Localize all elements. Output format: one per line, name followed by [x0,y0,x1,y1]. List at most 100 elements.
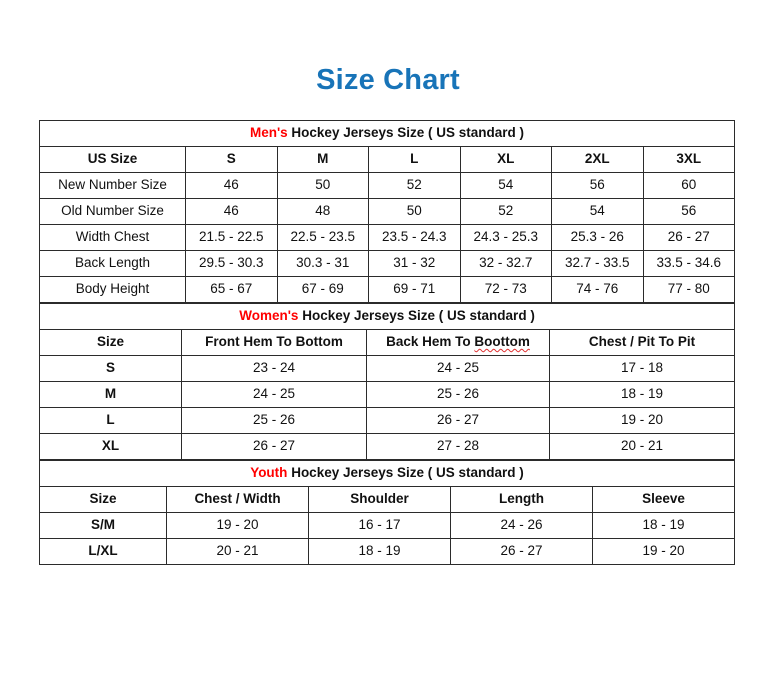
mens-header-cell-5: 2XL [551,146,644,173]
mens-row-0-cell-5: 60 [642,172,735,199]
table-row: L/XL 20 - 21 18 - 19 26 - 27 19 - 20 [39,538,735,565]
table-row: Old Number Size 46 48 50 52 54 56 [39,198,735,225]
youth-header-cell-0: Size [39,486,167,513]
mens-row-1-cell-1: 48 [276,198,369,225]
mens-row-3-cell-1: 30.3 - 31 [276,250,369,277]
table-row: Back Length 29.5 - 30.3 30.3 - 31 31 - 3… [39,250,735,277]
youth-row-0-cell-2: 24 - 26 [450,512,593,539]
youth-row-1-cell-3: 19 - 20 [592,538,735,565]
youth-row-1-cell-0: 20 - 21 [166,538,309,565]
mens-header-cell-6: 3XL [642,146,735,173]
mens-row-4-cell-2: 69 - 71 [368,276,461,303]
mens-header-cell-0: US Size [39,146,186,173]
womens-band-rest: Hockey Jerseys Size ( US standard ) [298,308,535,324]
womens-header-cell-0: Size [39,329,182,356]
womens-header-row: Size Front Hem To Bottom Back Hem To Boo… [39,329,736,356]
youth-band-accent: Youth [250,465,288,481]
mens-header-row: US Size S M L XL 2XL 3XL [39,146,735,173]
size-chart-container: Men's Hockey Jerseys Size ( US standard … [38,120,736,565]
youth-header-row: Size Chest / Width Shoulder Length Sleev… [39,486,735,513]
mens-row-0-cell-0: 46 [185,172,278,199]
mens-row-0-cell-3: 54 [459,172,552,199]
youth-band-rest: Hockey Jerseys Size ( US standard ) [287,465,524,481]
womens-row-1-cell-0: 24 - 25 [181,381,367,408]
table-row: M 24 - 25 25 - 26 18 - 19 [39,381,736,408]
table-row: S/M 19 - 20 16 - 17 24 - 26 18 - 19 [39,512,735,539]
mens-row-2-label: Width Chest [39,224,186,251]
youth-row-1-cell-1: 18 - 19 [308,538,451,565]
womens-row-0-cell-2: 17 - 18 [548,355,736,382]
mens-row-3-cell-5: 33.5 - 34.6 [642,250,735,277]
womens-row-3-cell-0: 26 - 27 [181,433,367,460]
mens-row-1-cell-5: 56 [642,198,735,225]
womens-row-3-cell-1: 27 - 28 [366,433,550,460]
womens-header-cell-3: Chest / Pit To Pit [548,329,736,356]
page-title: Size Chart [316,64,460,96]
mens-row-4-cell-1: 67 - 69 [276,276,369,303]
youth-row-0-cell-3: 18 - 19 [592,512,735,539]
table-row: S 23 - 24 24 - 25 17 - 18 [39,355,736,382]
womens-row-1-label: M [39,381,182,408]
womens-row-2-label: L [39,407,182,434]
youth-section-band: Youth Hockey Jerseys Size ( US standard … [39,460,735,487]
womens-header-cell-2-misspelled: Boottom [474,334,530,350]
mens-row-0-cell-1: 50 [276,172,369,199]
womens-row-0-label: S [39,355,182,382]
youth-header-cell-1: Chest / Width [166,486,309,513]
mens-row-4-cell-5: 77 - 80 [642,276,735,303]
mens-row-3-label: Back Length [39,250,186,277]
youth-row-0-cell-0: 19 - 20 [166,512,309,539]
mens-row-1-label: Old Number Size [39,198,186,225]
mens-row-2-cell-5: 26 - 27 [642,224,735,251]
mens-row-3-cell-3: 32 - 32.7 [459,250,552,277]
mens-row-2-cell-4: 25.3 - 26 [551,224,644,251]
youth-size-table: Youth Hockey Jerseys Size ( US standard … [39,460,735,565]
mens-row-0-cell-2: 52 [368,172,461,199]
mens-row-4-cell-4: 74 - 76 [551,276,644,303]
youth-header-cell-4: Sleeve [592,486,735,513]
mens-row-4-cell-3: 72 - 73 [459,276,552,303]
table-row: New Number Size 46 50 52 54 56 60 [39,172,735,199]
mens-size-table: Men's Hockey Jerseys Size ( US standard … [39,120,735,303]
womens-size-table: Women's Hockey Jerseys Size ( US standar… [38,303,736,460]
mens-row-3-cell-2: 31 - 32 [368,250,461,277]
mens-row-1-cell-4: 54 [551,198,644,225]
mens-row-1-cell-0: 46 [185,198,278,225]
table-row: XL 26 - 27 27 - 28 20 - 21 [39,433,736,460]
womens-row-0-cell-0: 23 - 24 [181,355,367,382]
mens-row-3-cell-0: 29.5 - 30.3 [185,250,278,277]
womens-band-accent: Women's [239,308,299,324]
mens-row-4-cell-0: 65 - 67 [185,276,278,303]
youth-band-row: Youth Hockey Jerseys Size ( US standard … [39,460,735,487]
womens-band-row: Women's Hockey Jerseys Size ( US standar… [38,303,736,330]
womens-header-cell-2: Back Hem To Boottom [366,329,550,356]
womens-row-2-cell-0: 25 - 26 [181,407,367,434]
youth-header-cell-3: Length [450,486,593,513]
mens-row-2-cell-2: 23.5 - 24.3 [368,224,461,251]
womens-row-0-cell-1: 24 - 25 [366,355,550,382]
table-row: Width Chest 21.5 - 22.5 22.5 - 23.5 23.5… [39,224,735,251]
mens-header-cell-3: L [368,146,461,173]
womens-header-cell-2-prefix: Back Hem To [386,334,475,350]
mens-row-2-cell-0: 21.5 - 22.5 [185,224,278,251]
mens-row-1-cell-2: 50 [368,198,461,225]
mens-band-rest: Hockey Jerseys Size ( US standard ) [287,125,525,141]
mens-row-3-cell-4: 32.7 - 33.5 [551,250,644,277]
mens-row-0-label: New Number Size [39,172,186,199]
womens-section-band: Women's Hockey Jerseys Size ( US standar… [38,303,736,330]
youth-row-1-label: L/XL [39,538,167,565]
womens-row-3-cell-2: 20 - 21 [548,433,736,460]
youth-row-0-label: S/M [39,512,167,539]
mens-section-band: Men's Hockey Jerseys Size ( US standard … [39,120,735,147]
mens-band-row: Men's Hockey Jerseys Size ( US standard … [39,120,735,147]
mens-row-2-cell-1: 22.5 - 23.5 [276,224,369,251]
mens-header-cell-1: S [185,146,278,173]
womens-row-2-cell-1: 26 - 27 [366,407,550,434]
youth-header-cell-2: Shoulder [308,486,451,513]
mens-row-4-label: Body Height [39,276,186,303]
womens-row-1-cell-2: 18 - 19 [548,381,736,408]
mens-row-0-cell-4: 56 [551,172,644,199]
mens-row-1-cell-3: 52 [459,198,552,225]
womens-row-1-cell-1: 25 - 26 [366,381,550,408]
mens-row-2-cell-3: 24.3 - 25.3 [459,224,552,251]
